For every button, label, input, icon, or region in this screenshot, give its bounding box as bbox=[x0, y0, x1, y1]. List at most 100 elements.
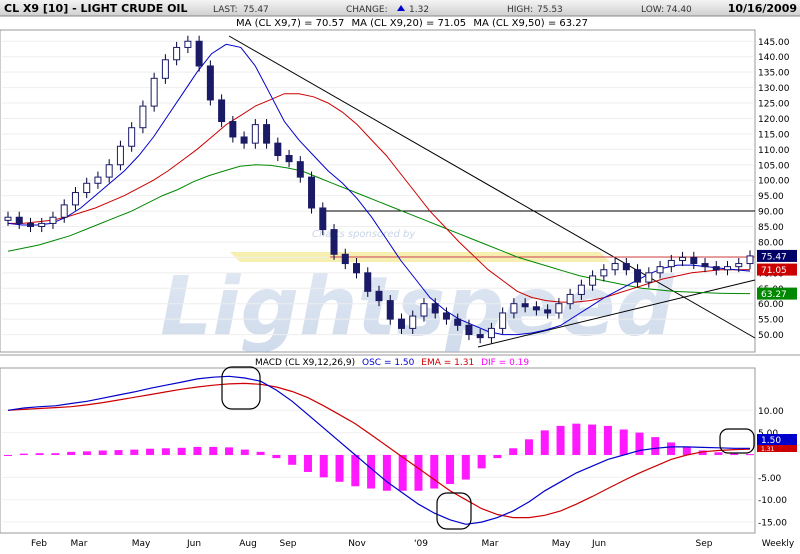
candle bbox=[83, 177, 91, 199]
price-badge bbox=[757, 263, 797, 276]
macd-histogram-bar bbox=[177, 447, 186, 455]
macd-panel bbox=[0, 367, 756, 534]
annotation-circle-top bbox=[221, 366, 261, 410]
macd-histogram-bar bbox=[351, 454, 360, 487]
symbol-title: CL X9 [10] - LIGHT CRUDE OIL bbox=[4, 2, 188, 15]
candle-down-body bbox=[375, 290, 383, 302]
candle bbox=[645, 267, 653, 288]
candle bbox=[150, 72, 158, 112]
candle-down-body bbox=[353, 263, 361, 274]
candle-up-body bbox=[116, 145, 124, 166]
macd-histogram-bar bbox=[461, 454, 470, 480]
change-up-arrow-icon bbox=[397, 5, 405, 11]
candle bbox=[577, 279, 585, 300]
candle bbox=[679, 251, 687, 267]
candle bbox=[161, 54, 169, 84]
header-date: 10/16/2009 bbox=[728, 2, 797, 15]
y-tick-label: 145.00 bbox=[758, 38, 790, 48]
candle-up-body bbox=[71, 192, 79, 206]
candle-up-body bbox=[667, 259, 675, 268]
y-tick-label: 60.00 bbox=[758, 300, 784, 310]
macd-histogram-bar bbox=[572, 423, 581, 455]
candle bbox=[4, 211, 12, 226]
macd-histogram-bar bbox=[414, 454, 423, 491]
candle-up-body bbox=[420, 303, 428, 317]
macd-histogram-bar bbox=[319, 454, 328, 478]
annotation-circle-bottom bbox=[436, 492, 472, 530]
macd-histogram-bar bbox=[114, 450, 123, 455]
candle bbox=[442, 307, 450, 325]
candle-down-body bbox=[634, 269, 642, 283]
candle-down-body bbox=[308, 176, 316, 209]
macd-histogram-bar bbox=[4, 454, 12, 456]
candle-down-body bbox=[397, 318, 405, 329]
candle bbox=[195, 35, 203, 72]
candle bbox=[566, 288, 574, 310]
candle bbox=[476, 329, 484, 344]
y-tick-label: 90.00 bbox=[758, 208, 784, 218]
candle bbox=[397, 313, 405, 334]
candle bbox=[15, 211, 23, 229]
candle-down-body bbox=[274, 142, 282, 156]
price-badges: 75.47 71.05 63.27 bbox=[757, 249, 797, 300]
candle bbox=[746, 250, 754, 270]
macd-histogram bbox=[4, 423, 754, 491]
candle-up-body bbox=[49, 216, 57, 224]
candle bbox=[296, 156, 304, 183]
candle-down-body bbox=[240, 136, 248, 144]
y-tick-label: 110.00 bbox=[758, 146, 790, 156]
candle bbox=[667, 254, 675, 273]
candle-down-body bbox=[229, 121, 237, 138]
macd-histogram-bar bbox=[682, 446, 691, 455]
macd-histogram-bar bbox=[540, 430, 549, 455]
macd-histogram-bar bbox=[51, 453, 60, 455]
candle bbox=[465, 319, 473, 341]
candle bbox=[71, 186, 79, 211]
macd-histogram-bar bbox=[256, 451, 265, 455]
macd-ema-label: EMA = 1.31 bbox=[421, 358, 474, 368]
ma-legend: MA (CL X9,7) = 70.57 MA (CL X9,20) = 71.… bbox=[236, 18, 588, 29]
macd-histogram-bar bbox=[35, 453, 44, 455]
candle-down-body bbox=[296, 161, 304, 178]
candle-up-body bbox=[499, 312, 507, 329]
macd-osc-label: OSC = 1.50 bbox=[362, 358, 415, 368]
macd-histogram-bar bbox=[209, 446, 218, 455]
trendline-uptrend bbox=[477, 279, 756, 348]
candle-down-body bbox=[622, 263, 630, 271]
candle bbox=[60, 199, 68, 223]
candle bbox=[701, 257, 709, 273]
candle bbox=[454, 313, 462, 331]
macd-y-tick-label: -10.00 bbox=[758, 496, 787, 506]
candle-up-body bbox=[724, 266, 732, 271]
candle-up-body bbox=[60, 204, 68, 218]
ma7-legend: MA (CL X9,7) = 70.57 bbox=[236, 18, 344, 29]
candle-up-body bbox=[184, 40, 192, 48]
candle-down-body bbox=[465, 324, 473, 336]
candle-up-body bbox=[487, 327, 495, 339]
candle bbox=[364, 267, 372, 297]
macd-histogram-bar bbox=[556, 425, 565, 455]
candle bbox=[532, 301, 540, 316]
macd-legend: MACD (CL X9,12,26,9) OSC = 1.50 EMA = 1.… bbox=[255, 358, 529, 368]
candle bbox=[724, 261, 732, 276]
candle bbox=[116, 140, 124, 171]
macd-histogram-bar bbox=[193, 446, 202, 455]
candle bbox=[285, 149, 293, 168]
macd-osc-line bbox=[7, 375, 750, 525]
candle-down-body bbox=[263, 124, 271, 144]
macd-histogram-bar bbox=[130, 449, 139, 455]
macd-y-tick-label: -15.00 bbox=[758, 519, 787, 529]
change-label: CHANGE: bbox=[346, 5, 388, 15]
macd-histogram-bar bbox=[303, 454, 312, 472]
price-badge-text: 75.47 bbox=[761, 252, 787, 262]
macd-histogram-bar bbox=[430, 454, 439, 489]
x-tick-label: Jun bbox=[591, 539, 606, 549]
price-badge-text: 63.27 bbox=[761, 290, 787, 300]
candle bbox=[94, 171, 102, 189]
x-tick-label: Nov bbox=[348, 539, 366, 549]
candle-up-body bbox=[150, 77, 158, 107]
y-tick-label: 140.00 bbox=[758, 53, 790, 63]
candle-up-body bbox=[589, 275, 597, 286]
high-label: HIGH: bbox=[507, 5, 533, 15]
